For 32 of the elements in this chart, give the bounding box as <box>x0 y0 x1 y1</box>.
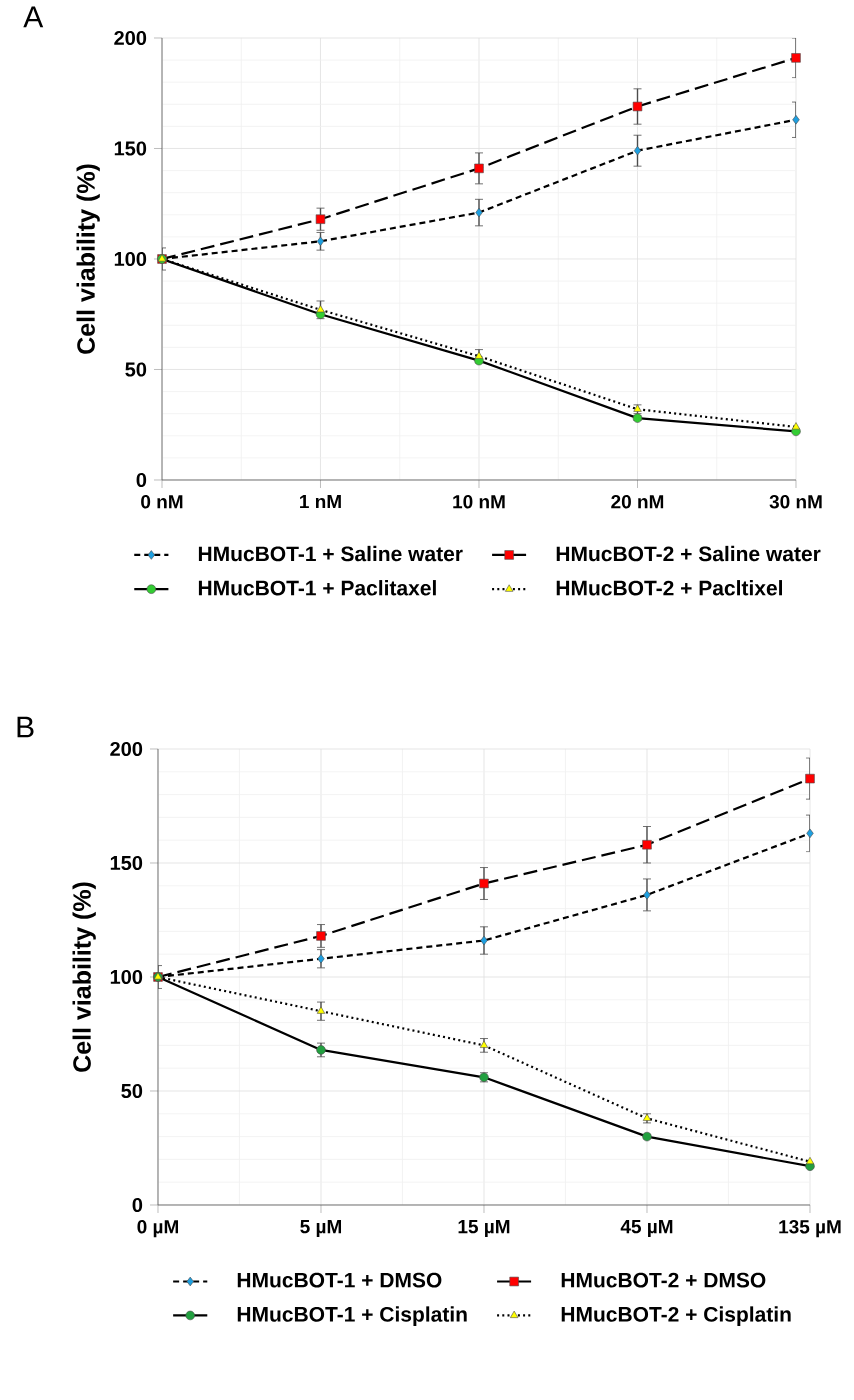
y-tick-label: 200 <box>110 741 143 757</box>
y-tick-label: 150 <box>110 855 143 871</box>
legend-label: HMucBOT-1 + Cisplatin <box>237 1306 467 1326</box>
y-tick-label: 150 <box>114 141 147 156</box>
y-tick-label: 100 <box>114 251 147 267</box>
y-tick-label: 200 <box>114 30 147 46</box>
legend-label: HMucBOT-1 + Saline water <box>198 545 463 562</box>
legend-label: HMucBOT-2 + Saline water <box>556 545 821 562</box>
legend-label: HMucBOT-2 + Pacltixel <box>556 580 782 596</box>
x-tick-label: 20 nM <box>611 495 664 509</box>
x-tick-label: 135 µM <box>779 1220 841 1238</box>
y-tick-label: 0 <box>132 1197 143 1213</box>
x-tick-label: 5 µM <box>300 1220 342 1238</box>
legend-label: HMucBOT-1 + DMSO <box>237 1272 442 1288</box>
x-tick-label: 10 nM <box>453 495 505 509</box>
x-tick-label: 1 nM <box>300 495 341 509</box>
x-tick-label: 30 nM <box>769 495 822 509</box>
legend-label: HMucBOT-1 + Paclitaxel <box>198 580 436 596</box>
y-tick-label: 50 <box>121 1083 143 1099</box>
x-tick-label: 0 nM <box>141 495 183 509</box>
y-axis-title: Cell viability (%) <box>76 164 100 354</box>
y-tick-label: 50 <box>125 362 147 377</box>
y-axis-title: Cell viability (%) <box>72 882 96 1072</box>
y-tick-label: 100 <box>110 969 143 985</box>
x-tick-label: 15 µM <box>458 1220 510 1238</box>
chart-title: B <box>17 716 34 738</box>
legend-label: HMucBOT-2 + Cisplatin <box>561 1306 791 1326</box>
y-tick-label: 0 <box>136 472 147 488</box>
x-tick-label: 0 µM <box>137 1220 179 1238</box>
x-tick-label: 45 µM <box>620 1220 673 1238</box>
chart-title: A <box>23 6 44 28</box>
legend-label: HMucBOT-2 + DMSO <box>561 1272 766 1288</box>
